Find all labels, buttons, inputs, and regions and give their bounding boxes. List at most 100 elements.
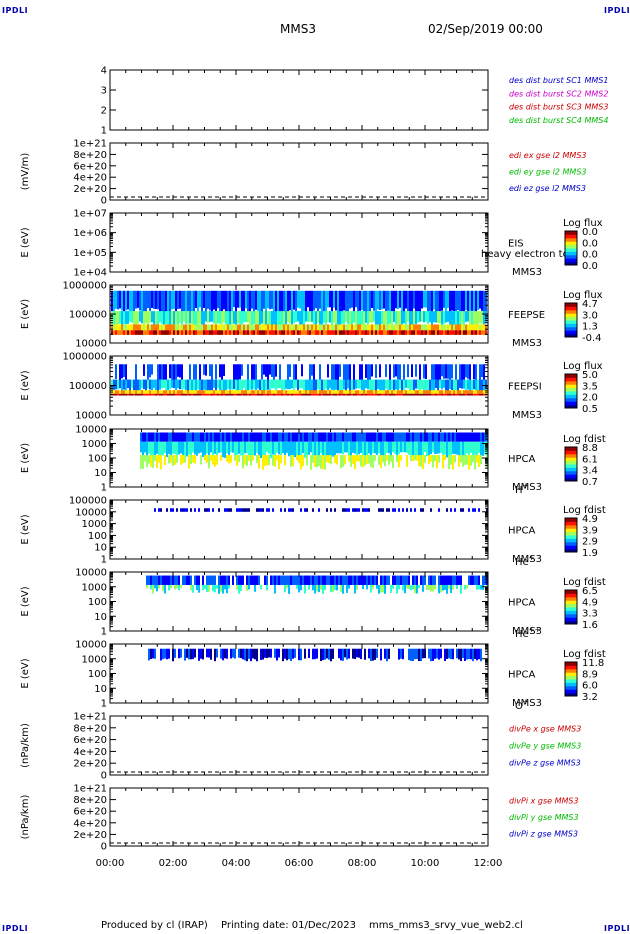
panel-hpca_hepp-cell [296, 576, 298, 585]
panel-hpca_h-cell [460, 432, 462, 441]
panel-feepsi-cell [411, 390, 413, 394]
panel-hpca_he-colorbar-swatch [565, 521, 577, 525]
panel-feepse-cell [463, 324, 465, 330]
panel-feepse-cell [381, 330, 383, 335]
panel-feepsi-cell [365, 364, 367, 378]
panel-hpca_he-cell [356, 508, 358, 512]
panel-feepse-cell [193, 324, 195, 330]
panel-feepsi-cell [165, 394, 167, 396]
panel-hpca_h-cell [262, 442, 264, 457]
panel-feepsi-cell [199, 380, 201, 392]
panel-hpca_h-cell [454, 442, 456, 454]
panel-hpca_hepp-colorbar-swatch [565, 590, 577, 594]
panel-feepsi-cell [425, 380, 427, 391]
panel-feepse-cell [447, 330, 449, 335]
panel-hpca_he-y-tick-label: 10 [94, 543, 107, 554]
panel-feepse-cell [473, 330, 475, 335]
panel-feepsi-cell [203, 394, 205, 396]
panel-feepse-cell [249, 324, 251, 330]
panel-feepse-cell [425, 324, 427, 330]
panel-feepsi-cell [177, 364, 179, 377]
panel-feepse-cell [471, 330, 473, 335]
panel-hpca_hepp-cell [392, 585, 394, 589]
panel-feepsi-cell [339, 394, 341, 396]
panel-feepse-cell [479, 330, 481, 335]
panel-hpca_h-cell [252, 455, 254, 461]
panel-feepsi-cell [437, 364, 439, 380]
panel-feepsi-cell [161, 394, 163, 396]
panel-hpca_o-cell [368, 649, 370, 659]
panel-feepse-cell [185, 324, 187, 330]
panel-hpca_o-cell [180, 649, 182, 658]
panel-feepsi-cell [259, 390, 261, 394]
panel-feepse-cell [119, 330, 121, 335]
panel-feepsi-cell [245, 380, 247, 392]
panel-feepsi-cell [239, 364, 241, 379]
panel-feepse-cell [319, 311, 321, 326]
panel-hpca_o-cell [222, 649, 224, 661]
panel-feepse-cell [369, 311, 371, 322]
panel-hpca_h-cell [280, 442, 282, 455]
panel-feepse-cell [383, 291, 385, 309]
panel-hpca_o-cell [202, 649, 204, 660]
panel-feepse-cell [307, 324, 309, 330]
panel-feepse-cell [463, 330, 465, 335]
panel-hpca_he-cell [246, 508, 248, 512]
panel-feepsi-cell [273, 390, 275, 394]
panel-feepse-cell [441, 291, 443, 311]
panel-feepsi-cell [227, 394, 229, 396]
panel-feepse-cell [469, 291, 471, 313]
panel-hpca_h-cell [456, 432, 458, 441]
panel-feepsi-cell [261, 380, 263, 391]
panel-feepsi-cell [123, 380, 125, 390]
panel-hpca_o-cell [206, 649, 208, 658]
panel-feepse-cell [121, 311, 123, 326]
panel-feepse-cell [117, 324, 119, 330]
panel-hpca_hepp-cell [342, 585, 344, 594]
panel-feepse-cell [389, 330, 391, 335]
panel-hpca_hepp-cell [156, 585, 158, 591]
panel-feepse-cell [379, 324, 381, 330]
panel-feepse-cell [143, 291, 145, 313]
panel-hpca_o-cell [230, 649, 232, 659]
panel-feepse-cell [347, 324, 349, 330]
panel-hpca_hepp-cell [398, 576, 400, 585]
panel-hpca_h-cell [414, 432, 416, 441]
panel-feepse-cell [313, 324, 315, 330]
panel-feepsi-y-tick-label: 10000 [75, 411, 107, 422]
panel-feepsi-cell [269, 390, 271, 394]
panel-feepsi-cell [275, 390, 277, 394]
panel-feepsi-cell [423, 390, 425, 394]
panel-hpca_h-cell [320, 442, 322, 454]
panel-feepsi-cell [119, 364, 121, 382]
panel-feepsi-cell [421, 390, 423, 394]
panel-feepse-cell [321, 330, 323, 335]
panel-hpca_o-cell [290, 649, 292, 661]
panel-hpca_h-cell [142, 442, 144, 456]
panel-hpca_h-cell [162, 432, 164, 441]
panel-feepsi-cell [119, 394, 121, 396]
panel-eis-y-tick-label: 1e+05 [73, 248, 107, 259]
panel-feepse-cell [227, 291, 229, 313]
panel-hpca_h-cell [194, 442, 196, 455]
panel-feepse-cell [287, 330, 289, 335]
panel-hpca_hepp-cell [212, 576, 214, 585]
panel-hpca_h-cell [244, 455, 246, 465]
panel-feepsi-cell [481, 394, 483, 396]
panel-hpca_o-cell [480, 649, 482, 662]
panel-feepse-cell [151, 330, 153, 335]
panel-feepse-cell [455, 330, 457, 335]
panel-feepse-cell [415, 311, 417, 324]
panel-hpca_hepp-cell [458, 576, 460, 585]
panel-feepse-cell [303, 330, 305, 335]
panel-hpca_h-cell [216, 442, 218, 456]
panel-feepse-cell [453, 324, 455, 330]
panel-feepsi-cell [447, 390, 449, 394]
panel-hpca_h-cell [142, 455, 144, 469]
panel-feepsi-cell [281, 394, 283, 396]
panel-hpca_hepp-cell [324, 576, 326, 585]
panel-feepsi-cell [171, 380, 173, 388]
panel-hpca_he-colorbar-swatch [565, 518, 577, 522]
panel-feepsi-cell [201, 394, 203, 396]
panel-feepsi-cell [269, 364, 271, 374]
